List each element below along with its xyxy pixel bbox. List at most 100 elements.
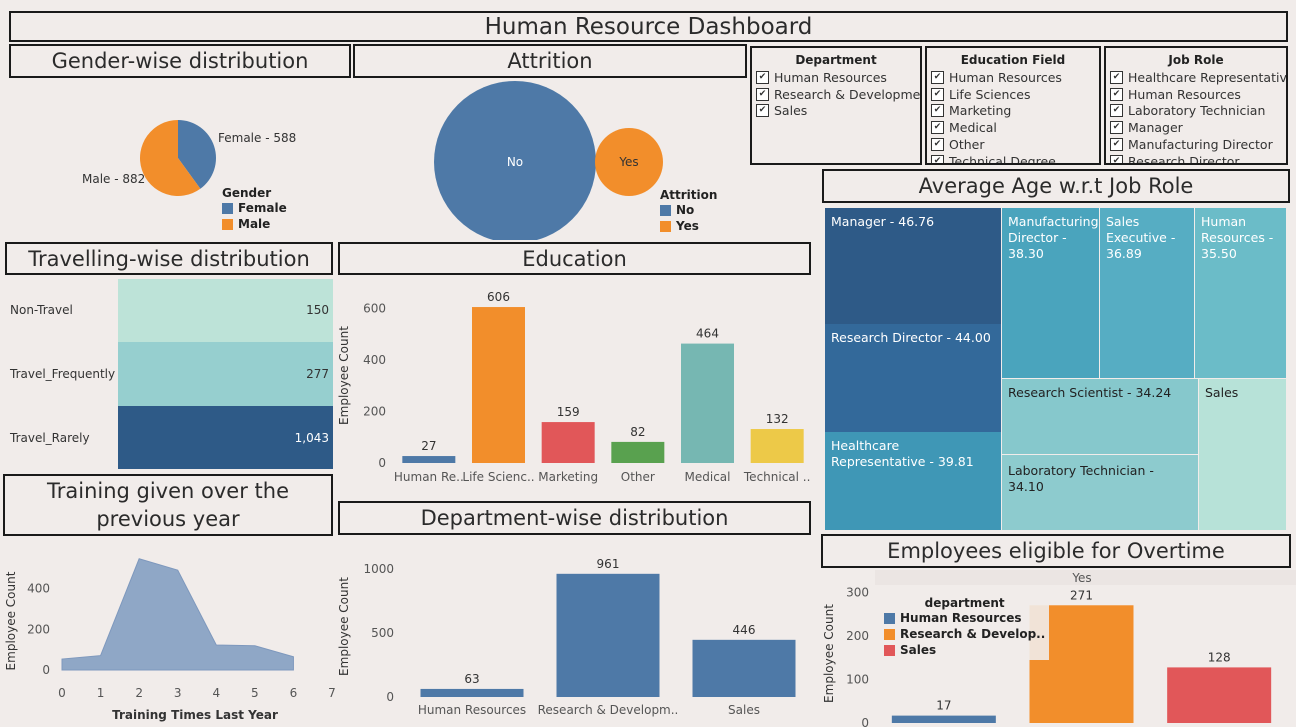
checkbox[interactable]: ✔ <box>931 70 944 84</box>
travel-row[interactable]: Travel_Rarely 1,043 <box>3 406 333 469</box>
avg-age-title: Average Age w.r.t Job Role <box>822 169 1290 203</box>
checkbox[interactable]: ✔ <box>1110 154 1123 163</box>
job-role-filter: Job Role ✔ Healthcare Representative ✔ Hum… <box>1104 46 1288 165</box>
checkbox[interactable]: ✔ <box>756 104 769 118</box>
legend-swatch <box>660 204 671 216</box>
training-title: Training given over the previous year <box>3 474 333 536</box>
bar[interactable] <box>891 715 996 723</box>
checkbox[interactable]: ✔ <box>931 154 944 163</box>
department-filter-item[interactable]: ✔ Human Resources <box>752 69 920 86</box>
travel-title-text: Travelling-wise distribution <box>28 246 310 271</box>
treemap-cell[interactable]: Laboratory Technician - 34.10 <box>1002 455 1198 530</box>
gender-legend: Gender Female Male <box>222 186 287 232</box>
bar[interactable] <box>556 573 660 697</box>
legend-swatch <box>884 612 895 624</box>
job-role-filter-item[interactable]: ✔ Laboratory Technician <box>1106 103 1286 120</box>
bar[interactable] <box>681 343 734 463</box>
bar[interactable] <box>692 639 796 697</box>
y-tick-label: 0 <box>386 690 394 704</box>
pie-slice-male[interactable] <box>140 120 201 196</box>
x-tick-label: Technical .. <box>743 470 811 484</box>
legend-item[interactable]: Sales <box>884 642 1045 658</box>
filter-item-label: Manager <box>1128 120 1183 136</box>
x-tick-label: Other <box>621 470 655 484</box>
bar[interactable] <box>541 422 595 463</box>
checkbox[interactable]: ✔ <box>931 138 944 152</box>
department-filter-item[interactable]: ✔ Sales <box>752 103 920 120</box>
legend-item-male[interactable]: Male <box>222 216 287 232</box>
bar-value-label: 82 <box>630 425 645 439</box>
y-tick-label: 200 <box>846 629 869 643</box>
bar-value-label: 446 <box>733 623 756 637</box>
job-role-filter-item[interactable]: ✔ Research Director <box>1106 153 1286 163</box>
legend-item-female[interactable]: Female <box>222 200 287 216</box>
education-filter-item[interactable]: ✔ Marketing <box>927 103 1099 120</box>
legend-swatch <box>222 218 233 230</box>
x-tick-label: Medical <box>685 470 731 484</box>
overtime-legend-title: department <box>924 596 1005 610</box>
filter-item-label: Manufacturing Director <box>1128 137 1273 153</box>
bar-value-label: 63 <box>464 672 479 686</box>
treemap-cell[interactable]: Manager - 46.76 <box>825 208 1001 324</box>
checkbox[interactable]: ✔ <box>1110 87 1123 101</box>
y-tick-label: 0 <box>42 663 50 677</box>
training-area[interactable] <box>61 558 294 671</box>
checkbox[interactable]: ✔ <box>931 87 944 101</box>
checkbox[interactable]: ✔ <box>931 104 944 118</box>
checkbox[interactable]: ✔ <box>1110 70 1123 84</box>
treemap-cell[interactable]: Healthcare Representative - 39.81 <box>825 432 1001 530</box>
legend-swatch <box>222 202 233 214</box>
bar[interactable] <box>420 688 524 697</box>
column-header-bg[interactable] <box>875 570 1296 585</box>
treemap-cell[interactable]: Research Scientist - 34.24 <box>1002 379 1198 454</box>
travel-row[interactable]: Non-Travel 150 <box>3 279 333 342</box>
education-filter-item[interactable]: ✔ Medical <box>927 119 1099 136</box>
treemap-cell-label: Sales Executive - 36.89 <box>1106 214 1176 261</box>
checkbox[interactable]: ✔ <box>1110 138 1123 152</box>
checkbox[interactable]: ✔ <box>756 70 769 84</box>
treemap-cell[interactable]: Manufacturing Director - 38.30 <box>1002 208 1099 378</box>
job-role-filter-item[interactable]: ✔ Manager <box>1106 119 1286 136</box>
y-tick-label: 1000 <box>363 562 394 576</box>
treemap-cell-label: Manager - 46.76 <box>831 214 935 229</box>
education-filter-item[interactable]: ✔ Technical Degree <box>927 153 1099 163</box>
checkbox[interactable]: ✔ <box>1110 121 1123 135</box>
education-filter-item[interactable]: ✔ Human Resources <box>927 69 1099 86</box>
travel-row[interactable]: Travel_Frequently 277 <box>3 342 333 406</box>
bar[interactable] <box>402 456 456 463</box>
legend-item-yes[interactable]: Yes <box>660 218 717 234</box>
checkbox[interactable]: ✔ <box>1110 104 1123 118</box>
bubble-no[interactable] <box>434 81 596 240</box>
bar-value-label: 27 <box>421 439 436 453</box>
education-field-filter: Education Field ✔ Human Resources ✔ Life S… <box>925 46 1101 165</box>
legend-item[interactable]: Human Resources <box>884 610 1045 626</box>
department-title: Department-wise distribution <box>338 501 811 535</box>
treemap-cell[interactable]: Sales <box>1199 379 1286 530</box>
filter-item-label: Life Sciences <box>949 86 1031 102</box>
bar[interactable] <box>611 441 665 463</box>
y-tick-label: 200 <box>27 622 50 636</box>
treemap-cell[interactable]: Research Director - 44.00 <box>825 324 1001 432</box>
bar[interactable] <box>750 429 804 463</box>
department-filter-item[interactable]: ✔ Research & Development <box>752 86 920 103</box>
male-slice-label: Male - 882 <box>82 172 145 186</box>
treemap-cell[interactable]: Human Resources - 35.50 <box>1195 208 1286 378</box>
education-filter-item[interactable]: ✔ Other <box>927 136 1099 153</box>
job-role-filter-item[interactable]: ✔ Manufacturing Director <box>1106 136 1286 153</box>
bar[interactable] <box>472 307 525 463</box>
checkbox[interactable]: ✔ <box>931 121 944 135</box>
pie-slice-female[interactable] <box>178 120 217 189</box>
job-role-filter-item[interactable]: ✔ Human Resources <box>1106 86 1286 103</box>
job-role-filter-item[interactable]: ✔ Healthcare Representative <box>1106 69 1286 86</box>
legend-item[interactable]: Research & Develop.. <box>884 626 1045 642</box>
education-filter-item[interactable]: ✔ Life Sciences <box>927 86 1099 103</box>
treemap-cell[interactable]: Sales Executive - 36.89 <box>1100 208 1194 378</box>
bubble-yes[interactable] <box>595 128 663 196</box>
legend-label: Sales <box>900 643 937 657</box>
y-axis-label: Employee Count <box>822 604 836 703</box>
legend-item-no[interactable]: No <box>660 202 717 218</box>
checkbox[interactable]: ✔ <box>756 87 769 101</box>
filter-item-label: Sales <box>774 103 808 119</box>
bar[interactable] <box>1167 667 1272 723</box>
bar-value-label: 17 <box>936 699 951 713</box>
